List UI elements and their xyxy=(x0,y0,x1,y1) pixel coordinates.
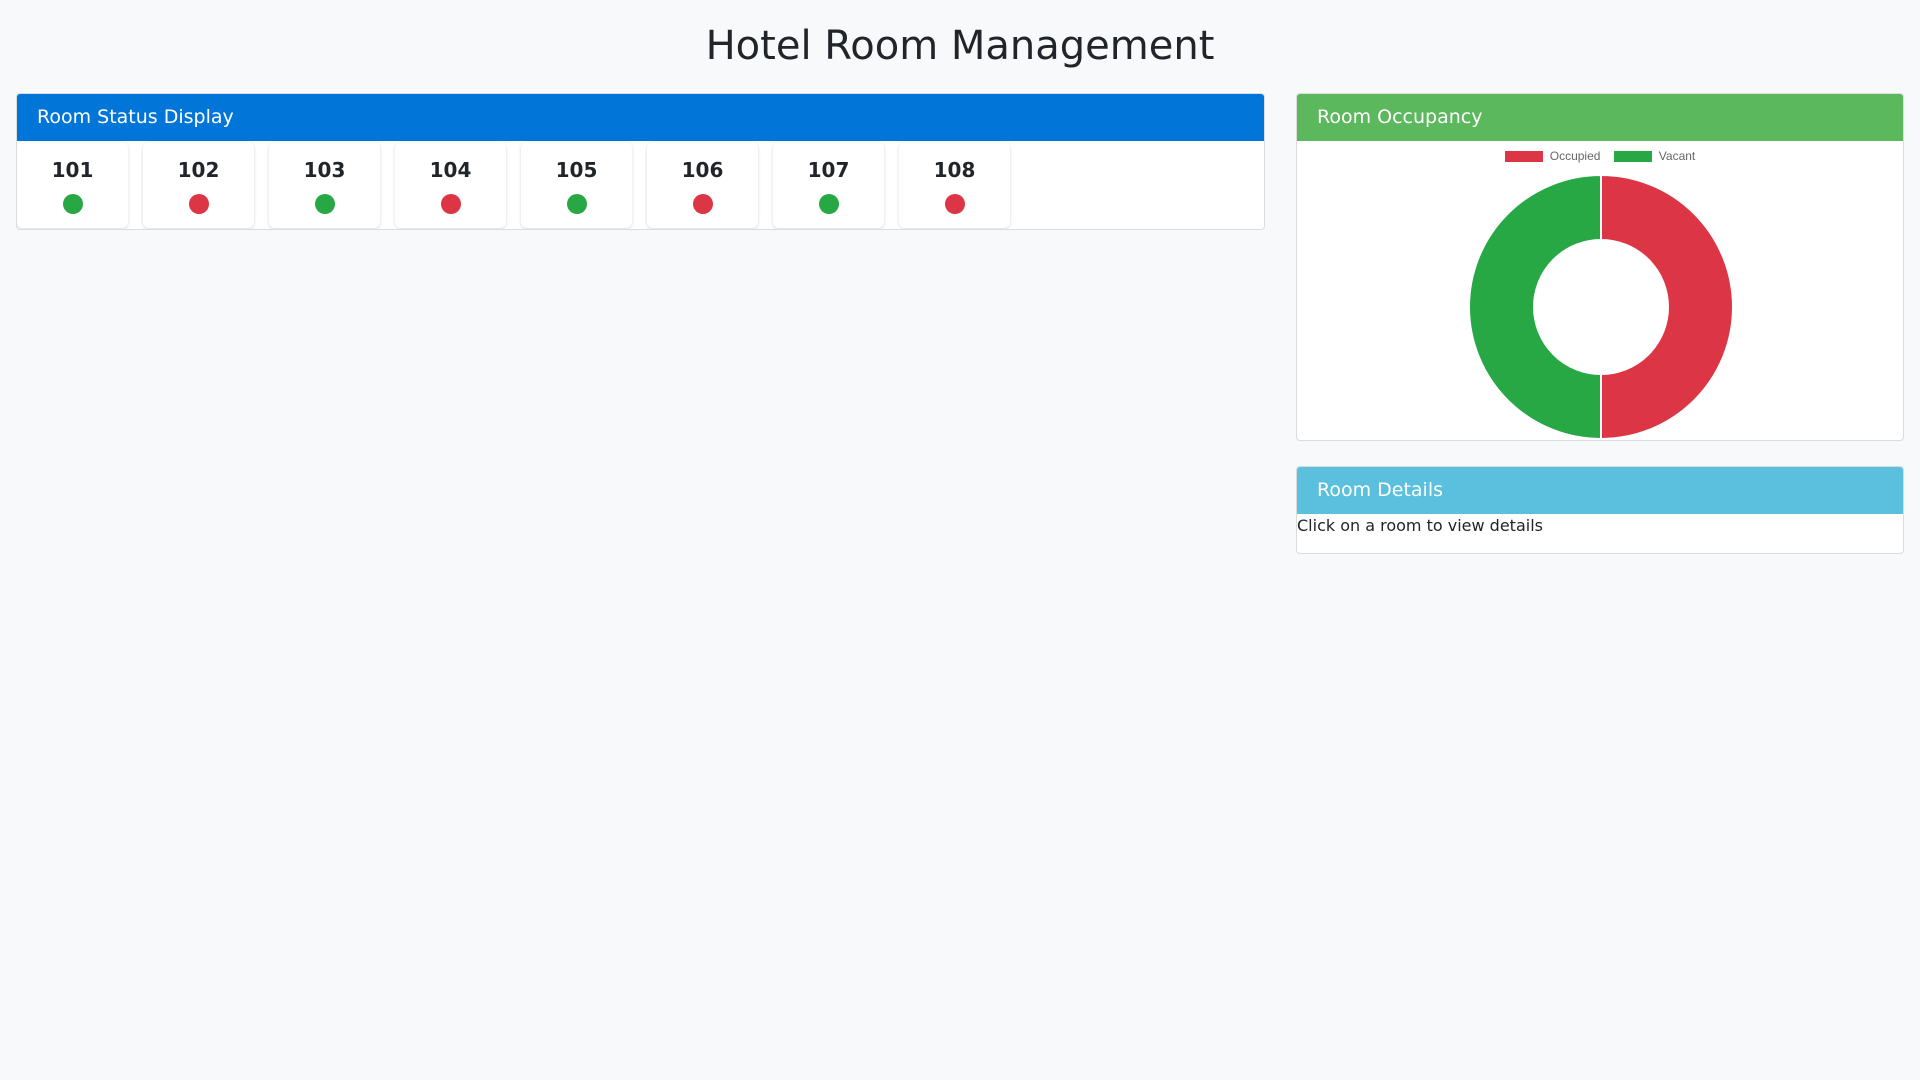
chart-legend: Occupied Vacant xyxy=(1297,149,1903,165)
legend-item-occupied[interactable]: Occupied xyxy=(1504,149,1601,163)
room-number: 101 xyxy=(51,158,94,182)
room-card-107[interactable]: 107 xyxy=(773,142,884,228)
room-details-panel: Room Details Click on a room to view det… xyxy=(1296,466,1904,554)
legend-label-vacant: Vacant xyxy=(1658,149,1696,163)
status-dot-vacant xyxy=(818,194,839,214)
status-dot-occupied xyxy=(692,194,713,214)
room-card-101[interactable]: 101 xyxy=(17,142,128,228)
room-number: 103 xyxy=(303,158,346,182)
legend-swatch-vacant xyxy=(1613,150,1652,162)
room-card-104[interactable]: 104 xyxy=(395,142,506,228)
room-occupancy-header: Room Occupancy xyxy=(1297,94,1903,141)
room-card-108[interactable]: 108 xyxy=(899,142,1010,228)
room-details-message: Click on a room to view details xyxy=(1297,516,1543,535)
legend-item-vacant[interactable]: Vacant xyxy=(1613,149,1696,163)
room-number: 107 xyxy=(807,158,850,182)
room-number: 104 xyxy=(429,158,472,182)
room-status-header: Room Status Display xyxy=(17,94,1264,141)
room-occupancy-panel: Room Occupancy Occupied Vacant xyxy=(1296,93,1904,441)
status-dot-vacant xyxy=(62,194,83,214)
room-status-panel: Room Status Display 101 102 103 104 105 106 10… xyxy=(16,93,1265,230)
status-dot-vacant xyxy=(566,194,587,214)
room-number: 108 xyxy=(933,158,976,182)
donut-slice-vacant[interactable] xyxy=(1468,173,1602,440)
legend-label-occupied: Occupied xyxy=(1549,149,1601,163)
room-card-103[interactable]: 103 xyxy=(269,142,380,228)
legend-swatch-occupied xyxy=(1504,150,1543,162)
status-dot-occupied xyxy=(944,194,965,214)
room-number: 106 xyxy=(681,158,724,182)
occupancy-doughnut-chart xyxy=(1468,173,1734,440)
room-card-105[interactable]: 105 xyxy=(521,142,632,228)
donut-slice-occupied[interactable] xyxy=(1600,173,1734,440)
room-grid: 101 102 103 104 105 106 107 108 xyxy=(17,141,1264,229)
page-title: Hotel Room Management xyxy=(705,23,1215,69)
room-card-102[interactable]: 102 xyxy=(143,142,254,228)
room-number: 102 xyxy=(177,158,220,182)
room-card-106[interactable]: 106 xyxy=(647,142,758,228)
status-dot-vacant xyxy=(314,194,335,214)
room-number: 105 xyxy=(555,158,598,182)
status-dot-occupied xyxy=(440,194,461,214)
status-dot-occupied xyxy=(188,194,209,214)
room-details-header: Room Details xyxy=(1297,467,1903,514)
